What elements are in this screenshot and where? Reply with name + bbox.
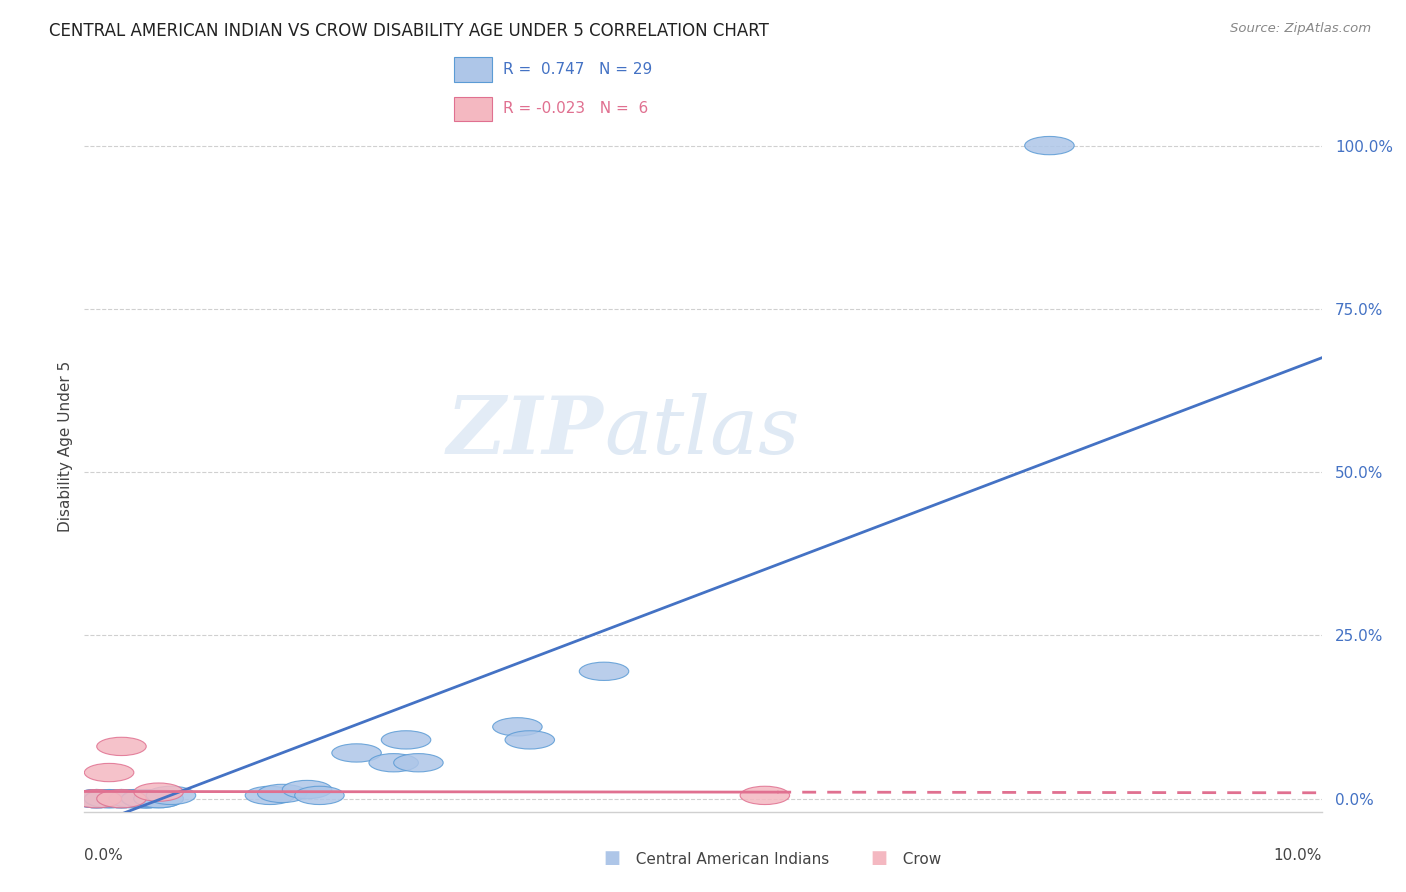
FancyBboxPatch shape: [454, 96, 492, 121]
Text: Crow: Crow: [893, 852, 941, 867]
Ellipse shape: [84, 789, 134, 808]
Ellipse shape: [97, 789, 146, 808]
Y-axis label: Disability Age Under 5: Disability Age Under 5: [58, 360, 73, 532]
Text: atlas: atlas: [605, 392, 800, 470]
Ellipse shape: [740, 786, 790, 805]
Ellipse shape: [394, 754, 443, 772]
Ellipse shape: [368, 754, 419, 772]
Ellipse shape: [72, 789, 121, 808]
Ellipse shape: [121, 789, 172, 808]
Ellipse shape: [134, 789, 183, 808]
Ellipse shape: [134, 783, 183, 801]
Ellipse shape: [72, 789, 121, 808]
Text: Source: ZipAtlas.com: Source: ZipAtlas.com: [1230, 22, 1371, 36]
Ellipse shape: [97, 789, 146, 808]
Ellipse shape: [97, 738, 146, 756]
Ellipse shape: [97, 789, 146, 808]
Text: CENTRAL AMERICAN INDIAN VS CROW DISABILITY AGE UNDER 5 CORRELATION CHART: CENTRAL AMERICAN INDIAN VS CROW DISABILI…: [49, 22, 769, 40]
Ellipse shape: [381, 731, 430, 749]
Ellipse shape: [121, 789, 172, 808]
Ellipse shape: [134, 789, 183, 808]
Text: 0.0%: 0.0%: [84, 847, 124, 863]
Ellipse shape: [110, 789, 159, 808]
Ellipse shape: [84, 789, 134, 808]
Ellipse shape: [332, 744, 381, 762]
Ellipse shape: [245, 786, 295, 805]
Ellipse shape: [146, 786, 195, 805]
Ellipse shape: [1025, 136, 1074, 154]
Ellipse shape: [84, 764, 134, 781]
Ellipse shape: [72, 789, 121, 808]
Ellipse shape: [97, 789, 146, 808]
Ellipse shape: [295, 786, 344, 805]
Text: R = -0.023   N =  6: R = -0.023 N = 6: [503, 102, 648, 116]
Text: 10.0%: 10.0%: [1274, 847, 1322, 863]
Ellipse shape: [110, 789, 159, 808]
Ellipse shape: [121, 789, 172, 808]
FancyBboxPatch shape: [454, 57, 492, 82]
Ellipse shape: [579, 662, 628, 681]
Ellipse shape: [72, 789, 121, 808]
Ellipse shape: [283, 780, 332, 798]
Text: Central American Indians: Central American Indians: [626, 852, 830, 867]
Ellipse shape: [505, 731, 554, 749]
Ellipse shape: [121, 789, 172, 808]
Ellipse shape: [492, 718, 543, 736]
Ellipse shape: [257, 784, 307, 803]
Text: ■: ■: [870, 849, 887, 867]
Text: ■: ■: [603, 849, 620, 867]
Text: R =  0.747   N = 29: R = 0.747 N = 29: [503, 62, 652, 77]
Text: ZIP: ZIP: [447, 392, 605, 470]
